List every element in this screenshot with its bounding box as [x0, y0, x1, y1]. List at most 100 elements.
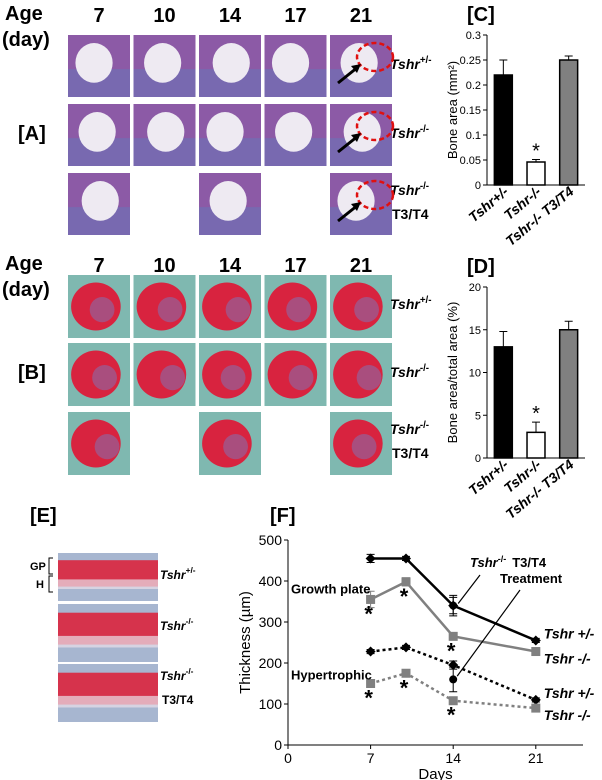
outline [355, 179, 395, 211]
treatment: T3/T4 [162, 693, 194, 707]
marker [449, 675, 458, 684]
significance: * [447, 638, 456, 663]
genotype-label: Tshr+/- [160, 565, 196, 582]
gene: Tshr [390, 421, 421, 437]
significance: * [532, 141, 540, 163]
micrograph [58, 664, 158, 722]
age-label: Age [5, 253, 43, 275]
tissue-purple [92, 365, 117, 391]
outline [355, 41, 395, 73]
micrograph [199, 343, 261, 406]
micrograph [199, 35, 261, 97]
y-tick-label: 0 [475, 180, 481, 192]
genotype: -/- [420, 363, 429, 374]
micrograph [199, 173, 261, 235]
series-label: Tshr -/- [544, 707, 591, 723]
y-tick-label: 10 [469, 368, 481, 380]
error-bar [564, 320, 573, 330]
micrograph [133, 343, 196, 406]
cartilage [78, 112, 116, 152]
y-tick-label: 0.05 [460, 155, 481, 167]
genotype-label: Tshr+/- [390, 55, 432, 72]
annotation: Growth plate [291, 581, 370, 596]
day-label: 14 [219, 255, 242, 277]
genotype-label: Tshr-/- [160, 666, 194, 683]
treatment: T3/T4 [392, 445, 429, 461]
micrograph [199, 412, 261, 475]
y-tick-label: 15 [469, 325, 481, 337]
y-tick-label: 100 [259, 696, 283, 712]
error-bar [564, 55, 573, 60]
cartilage [75, 43, 113, 83]
cartilage [275, 112, 313, 152]
bar [493, 74, 514, 186]
y-tick-label: 0.2 [466, 80, 481, 92]
genotype: -/- [420, 124, 429, 135]
y-tick-label: 0.15 [460, 105, 481, 117]
cartilage [209, 181, 247, 221]
micrograph [68, 275, 130, 338]
treatment: T3/T4 [512, 555, 547, 570]
micrograph [68, 104, 130, 166]
arrow-head [351, 133, 361, 142]
gene: Tshr [390, 125, 421, 141]
cartilage [212, 43, 250, 83]
tissue-purple [354, 297, 379, 323]
arrow [456, 589, 521, 677]
gene: Tshr [160, 619, 187, 633]
marker [530, 635, 541, 646]
significance: * [400, 675, 409, 700]
cartilage [147, 112, 185, 152]
gene: Tshr [390, 56, 421, 72]
micrograph [330, 343, 392, 406]
marker [530, 694, 541, 705]
y-tick-label: 0.1 [466, 130, 481, 142]
micrograph [58, 553, 158, 601]
genotype: +/- [186, 565, 196, 575]
y-tick-label: 5 [475, 410, 481, 422]
zone-label: H [36, 579, 44, 591]
marker [401, 668, 411, 678]
significance: * [364, 686, 373, 711]
genotype-label: Tshr-/- [390, 124, 429, 141]
y-tick-label: 0.25 [460, 55, 481, 67]
day-label: 7 [93, 5, 104, 27]
arrow [457, 574, 481, 604]
y-tick-label: 400 [259, 573, 283, 589]
marker [401, 642, 411, 653]
significance: * [364, 601, 373, 626]
cartilage [81, 181, 119, 221]
treatment: T3/T4 [392, 206, 429, 222]
gene: Tshr [470, 555, 499, 570]
panel-label: [E] [30, 505, 57, 527]
marker [366, 594, 376, 604]
series-line [370, 671, 536, 710]
day-label: 10 [153, 5, 175, 27]
tissue-purple [225, 297, 251, 323]
x-tick-label: 14 [445, 750, 461, 766]
annotation: Hypertrophic [291, 667, 372, 682]
significance: * [447, 703, 456, 728]
marker [365, 646, 376, 657]
bar [558, 59, 579, 186]
series-label: Tshr -/- [544, 651, 591, 667]
x-axis-label: Days [418, 766, 452, 780]
genotype-label: Tshr+/- [390, 295, 432, 312]
zone-label: GP [30, 561, 46, 573]
marker [531, 647, 541, 657]
tissue-purple [223, 434, 248, 460]
error-bar [499, 330, 508, 347]
arrow-head [351, 202, 361, 211]
tissue-purple [160, 365, 185, 391]
bar [558, 329, 579, 459]
day-label: 17 [284, 255, 306, 277]
micrograph [68, 173, 130, 235]
marker [448, 631, 458, 641]
age-label: Age [5, 3, 43, 25]
y-tick-label: 500 [259, 532, 283, 548]
tissue-purple [94, 434, 120, 460]
micrograph [199, 104, 261, 166]
gene: Tshr [160, 568, 187, 582]
y-tick-label: 200 [259, 655, 283, 671]
